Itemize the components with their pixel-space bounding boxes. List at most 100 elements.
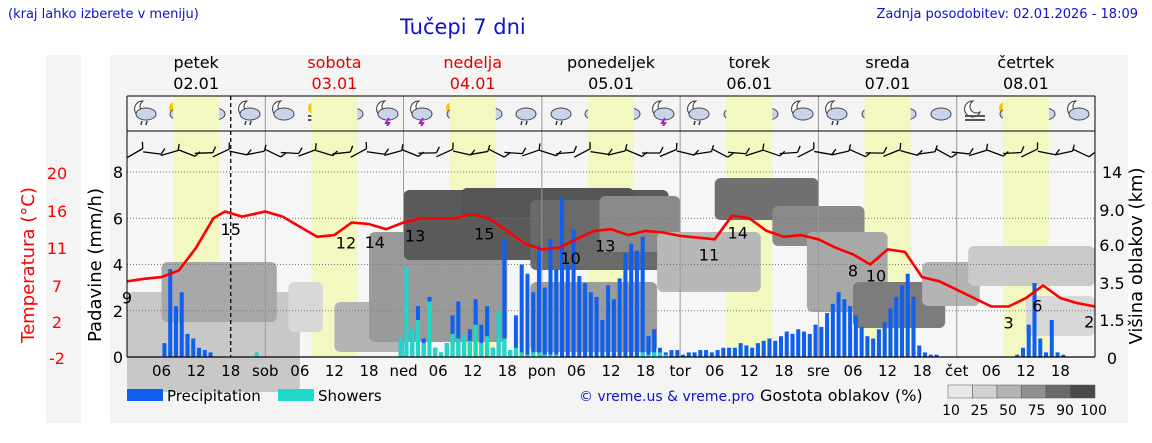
precipitation-bar — [548, 239, 553, 357]
x-tick-label: 12 — [187, 362, 206, 380]
precipitation-bar — [479, 324, 484, 357]
cloud-density-zone — [968, 246, 1095, 286]
temperature-data-label: 3 — [1003, 314, 1013, 333]
wind-barb-feather — [160, 148, 166, 155]
temperature-data-label: 6 — [1032, 297, 1042, 316]
temperature-tick-label: 7 — [52, 277, 62, 296]
cloud-density-swatch — [1021, 384, 1047, 399]
wind-barb-shaft — [315, 149, 333, 157]
precipitation-bar — [1038, 338, 1043, 357]
precipitation-bar — [709, 352, 714, 357]
precip-tick-label: 4 — [113, 256, 123, 275]
wind-barb — [246, 144, 267, 156]
precipitation-bar — [525, 273, 530, 357]
temperature-data-label: 13 — [595, 237, 615, 256]
cloud-height-tick-label: 14 — [1102, 163, 1122, 182]
precipitation-bar — [634, 250, 639, 357]
showers-bar — [456, 338, 461, 357]
wind-barb-shaft — [797, 148, 815, 158]
update-note: Zadnja posodobitev: 02.01.2026 - 18:09 — [876, 7, 1138, 22]
wind-barb-feather — [1088, 152, 1095, 158]
wind-barb-shaft — [590, 150, 609, 156]
cloud-density-tick: 25 — [971, 403, 989, 419]
precipitation-bar — [611, 299, 616, 357]
moon-cloud-thunder-icon — [649, 99, 676, 127]
wind-barb — [573, 142, 591, 158]
precipitation-bar — [784, 331, 789, 357]
precipitation-bar — [588, 292, 593, 357]
wind-barb-shaft — [814, 150, 832, 156]
showers-bar — [542, 354, 547, 357]
wind-barb-shaft — [212, 148, 230, 158]
precipitation-bar — [830, 303, 835, 357]
moon-cloud-rain-icon — [131, 99, 158, 126]
cloud-density-swatch — [996, 384, 1022, 399]
cloud-density-zone — [657, 232, 761, 292]
wind-barb-shaft — [1054, 150, 1073, 156]
precipitation-bar — [692, 352, 697, 357]
wind-barb-shaft — [436, 148, 454, 158]
temperature-data-label: 15 — [474, 224, 494, 243]
wind-barb-shaft — [487, 148, 505, 158]
showers-bar — [548, 354, 553, 357]
wind-barb-shaft — [350, 148, 367, 158]
showers-bar — [404, 266, 409, 357]
precipitation-bar — [721, 347, 726, 357]
temperature-axis-title: Temperatura (°C) — [18, 187, 39, 344]
precipitation-bar — [790, 333, 795, 357]
wind-barb-shaft — [625, 148, 643, 158]
wind-barb-feather — [194, 151, 201, 157]
precipitation-bar — [565, 264, 570, 357]
precipitation-bar — [911, 296, 916, 357]
wind-barb — [332, 145, 354, 155]
precipitation-bar — [865, 336, 870, 357]
showers-bar — [467, 340, 472, 357]
precipitation-legend-label: Precipitation — [167, 387, 261, 405]
cloud-density-zone — [1025, 296, 1095, 336]
showers-bar — [657, 352, 662, 357]
precipitation-bar — [571, 229, 576, 357]
precipitation-bar — [842, 299, 847, 357]
precipitation-bar — [796, 329, 801, 357]
showers-bar — [536, 352, 541, 357]
wind-barb — [504, 147, 527, 155]
wind-barb-shaft — [539, 149, 557, 157]
x-tick-label: pon — [528, 362, 556, 380]
wind-barb-shaft — [711, 148, 729, 158]
precipitation-bar — [715, 350, 720, 357]
precipitation-bar — [208, 352, 213, 357]
precipitation-bar — [928, 354, 933, 357]
temperature-data-label: 10 — [560, 249, 580, 268]
precipitation-bar — [485, 306, 490, 357]
wind-barb-feather — [314, 143, 317, 150]
wind-barb — [126, 141, 144, 159]
wind-barb-feather — [917, 149, 923, 156]
wind-barb-feather — [365, 141, 368, 149]
precipitation-bar — [894, 296, 899, 357]
precipitation-bar — [704, 350, 709, 357]
wind-barb-shaft — [727, 151, 747, 155]
x-tick-label: 12 — [878, 362, 897, 380]
wind-barb-shaft — [831, 150, 850, 156]
wind-barb — [1003, 146, 1025, 155]
x-tick-label: 18 — [498, 362, 517, 380]
showers-bar — [444, 343, 449, 357]
wind-barb — [951, 147, 974, 155]
showers-bar — [513, 347, 518, 357]
cloud-density-tick: 50 — [999, 403, 1017, 419]
precipitation-bar — [882, 322, 887, 357]
wind-barb-feather — [813, 142, 815, 149]
showers-bar — [652, 352, 657, 357]
x-tick-label: 06 — [429, 362, 448, 380]
precipitation-bar — [554, 269, 559, 357]
showers-bar — [646, 354, 651, 357]
wind-barb-shaft — [504, 151, 523, 155]
moon-cloud-rain-icon — [235, 99, 262, 126]
precipitation-bar — [640, 236, 645, 357]
precipitation-bar — [583, 283, 588, 357]
wind-barb-shaft — [366, 151, 385, 155]
wind-barb-feather — [1071, 144, 1075, 152]
wind-barb-shaft — [246, 150, 265, 156]
moon-cloud-icon — [269, 99, 296, 126]
wind-barb — [177, 149, 201, 157]
